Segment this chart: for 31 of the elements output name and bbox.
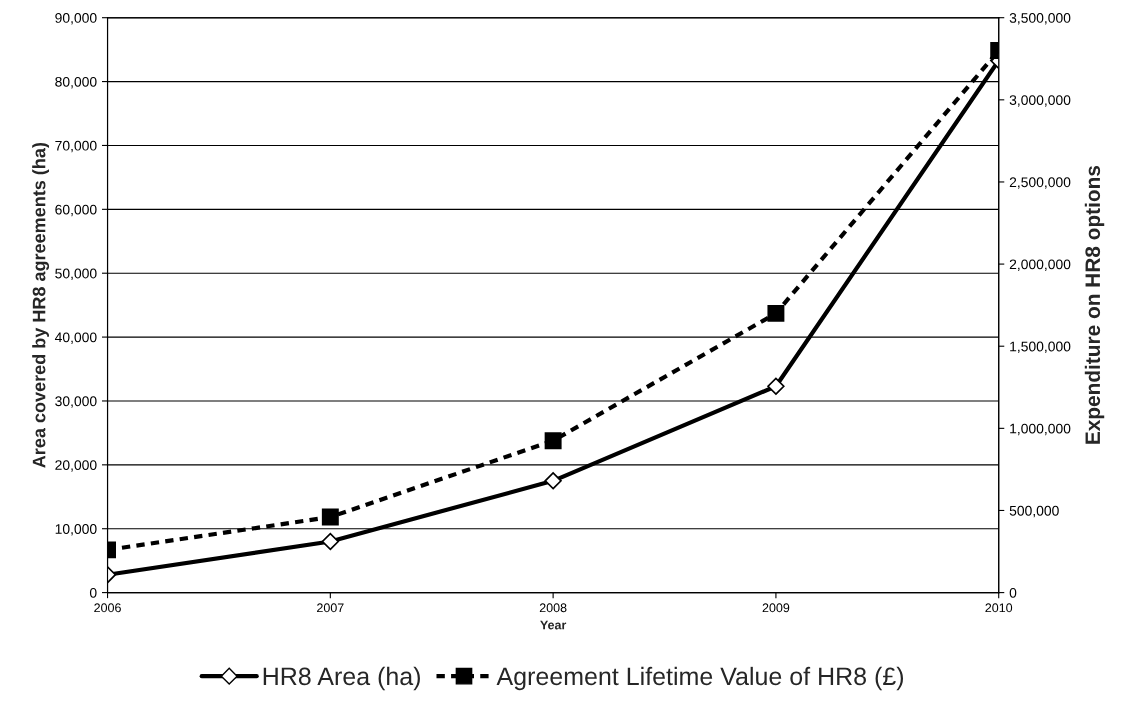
legend-label: Agreement Lifetime Value of HR8 (£) [496,666,904,691]
y2-tick-label: 3,000,000 [1009,95,1071,107]
y2-axis-title: Expenditure on HR8 options [1084,165,1105,444]
y-tick-label: 0 [89,587,97,598]
y-tick-label: 40,000 [54,332,97,344]
x-tick-label: 2010 [985,603,1013,613]
y2-tick-label: 0 [1009,587,1017,598]
y2-tick-label: 500,000 [1009,505,1059,518]
legend-label: HR8 Area (ha) [263,666,420,691]
y-tick-label: 50,000 [55,268,97,281]
y-tick-label: 30,000 [55,396,97,408]
x-tick-label: 2009 [762,603,790,613]
x-tick-label: 2006 [94,603,121,613]
y-tick-label: 10,000 [55,524,97,536]
y2-tick-label: 2,000,000 [1009,259,1071,271]
y-tick-label: 80,000 [55,76,97,89]
point [321,532,340,551]
x-tick-label: 2007 [317,603,344,613]
y2-tick-label: 3,500,000 [1009,13,1071,25]
y-tick-label: 70,000 [55,140,97,153]
y2-tick-label: 1,000,000 [1010,423,1071,436]
x-axis-title: Year [540,620,567,630]
y-axis-title: Area covered by HR8 agreements (ha) [32,142,50,468]
y2-tick-label: 2,500,000 [1009,177,1071,189]
y-tick-label: 20,000 [55,460,97,472]
y2-tick-label: 1,500,000 [1010,341,1071,354]
y-tick-label: 60,000 [55,204,97,217]
y-tick-label: 90,000 [55,13,97,25]
point [544,432,562,450]
x-tick-label: 2008 [539,603,567,613]
point [544,472,562,490]
